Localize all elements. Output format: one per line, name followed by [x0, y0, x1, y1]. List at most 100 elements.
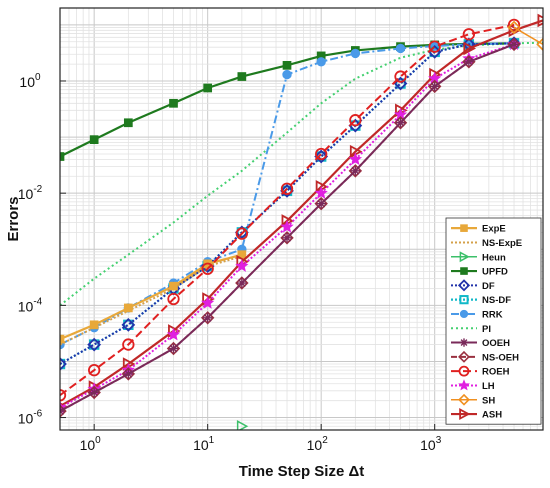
data-point-lh — [348, 152, 363, 166]
data-point-ooeh — [463, 56, 474, 67]
y-tick-label: 10-4 — [18, 296, 43, 314]
legend-item-rrk: RRK — [451, 309, 503, 320]
data-point-ns-df — [123, 319, 134, 331]
data-point-rrk — [395, 43, 406, 54]
data-point-ooeh — [509, 39, 519, 50]
series-pi — [60, 41, 543, 307]
series-line-ash — [60, 19, 543, 408]
data-point-heun — [236, 420, 249, 430]
legend-marker-heun — [459, 251, 470, 263]
legend-item-lh: LH — [451, 379, 495, 392]
legend: ExpE NS-ExpE Heun UPFD DF NS-DF RRK PI OOEH NS-OE… — [445, 217, 542, 425]
legend-item-ns-expe: NS-ExpE — [451, 238, 522, 249]
legend-marker-roeh — [458, 365, 470, 377]
data-point-ooeh — [89, 387, 100, 398]
data-point-ooeh — [395, 117, 406, 128]
data-point-ns-oeh — [166, 341, 181, 356]
y-tick-label: 100 — [19, 72, 41, 90]
data-point-ooeh — [236, 278, 247, 288]
legend-label-expe: ExpE — [482, 224, 506, 235]
data-point-ooeh — [123, 369, 134, 379]
data-point-sh — [536, 37, 543, 52]
data-point-ns-oeh — [314, 196, 328, 211]
legend-box — [445, 217, 542, 425]
data-point-rrk — [282, 69, 292, 80]
data-point-rrk — [316, 57, 326, 67]
data-point-ooeh — [282, 232, 292, 243]
data-point-roeh — [167, 292, 180, 306]
series-heun — [236, 420, 249, 430]
y-tick-label: 10-6 — [18, 409, 43, 427]
legend-label-rrk: RRK — [482, 309, 503, 320]
data-point-lh — [235, 259, 249, 272]
data-point-expe — [123, 303, 133, 313]
data-point-upfd — [282, 60, 292, 70]
legend-label-pi: PI — [482, 324, 491, 335]
data-point-ns-oeh — [393, 116, 408, 130]
x-tick-label: 101 — [193, 435, 215, 453]
legend-label-sh: SH — [482, 395, 495, 406]
data-point-lh — [201, 296, 215, 309]
x-tick-label: 100 — [80, 435, 102, 453]
data-point-rrk — [350, 48, 361, 59]
legend-label-roeh: ROEH — [482, 367, 510, 378]
series-line-sh — [513, 26, 543, 45]
legend-item-ns-oeh: NS-OEH — [451, 350, 519, 363]
data-point-ns-oeh — [235, 276, 249, 290]
data-point-df — [60, 357, 67, 371]
legend-item-pi: PI — [451, 324, 491, 335]
data-point-ns-df — [395, 78, 406, 89]
data-point-sh — [507, 20, 521, 35]
data-point-ooeh — [202, 312, 213, 323]
legend-item-upfd: UPFD — [451, 267, 508, 278]
legend-item-ash: ASH — [451, 408, 502, 421]
legend-label-lh: LH — [482, 381, 495, 392]
data-point-upfd — [169, 98, 178, 108]
series-line-expe — [60, 253, 243, 341]
series-layer — [60, 13, 543, 430]
data-point-ooeh — [429, 81, 440, 92]
y-tick-label: 10-2 — [18, 184, 43, 202]
data-point-roeh — [201, 262, 214, 275]
x-tick-label: 102 — [307, 435, 329, 453]
data-point-df — [121, 317, 136, 332]
data-point-lh — [280, 219, 294, 233]
data-point-ns-oeh — [507, 37, 521, 52]
ticks: 100 101 102 103 10-6 10-4 10-2 100 — [18, 72, 442, 453]
legend-marker-df — [457, 279, 471, 292]
legend-marker-upfd — [460, 267, 468, 275]
data-point-ooeh — [316, 198, 327, 209]
legend-label-ns-df: NS-DF — [482, 295, 511, 306]
series-sh — [507, 20, 543, 52]
data-point-roeh — [60, 389, 67, 402]
data-point-ns-oeh — [280, 231, 294, 245]
data-point-df — [314, 149, 329, 164]
data-point-roeh — [349, 114, 362, 127]
data-point-roeh — [122, 338, 135, 351]
data-point-df — [87, 337, 102, 352]
series-ns-expe — [60, 255, 243, 346]
legend-marker-ns-df — [459, 295, 469, 305]
plot-frame — [59, 7, 544, 431]
legend-label-ooeh: OOEH — [482, 338, 510, 349]
data-point-df — [280, 183, 294, 198]
data-point-roeh — [428, 40, 441, 53]
data-point-df — [461, 37, 476, 52]
legend-marker-lh — [458, 379, 470, 391]
data-point-upfd — [123, 118, 133, 128]
legend-label-heun: Heun — [482, 252, 506, 263]
legend-marker-ns-oeh — [458, 350, 470, 363]
data-point-roeh — [462, 28, 476, 41]
data-point-upfd — [203, 83, 213, 93]
legend-label-ns-expe: NS-ExpE — [482, 238, 522, 249]
series-roeh — [60, 18, 521, 402]
legend-marker-ooeh — [459, 338, 469, 347]
data-point-expe — [169, 281, 178, 291]
data-point-lh — [166, 327, 181, 341]
data-point-roeh — [88, 363, 101, 377]
data-point-roeh — [394, 70, 407, 83]
data-point-ns-oeh — [200, 311, 215, 325]
series-line-roeh — [60, 23, 515, 397]
data-point-lh — [314, 186, 328, 199]
